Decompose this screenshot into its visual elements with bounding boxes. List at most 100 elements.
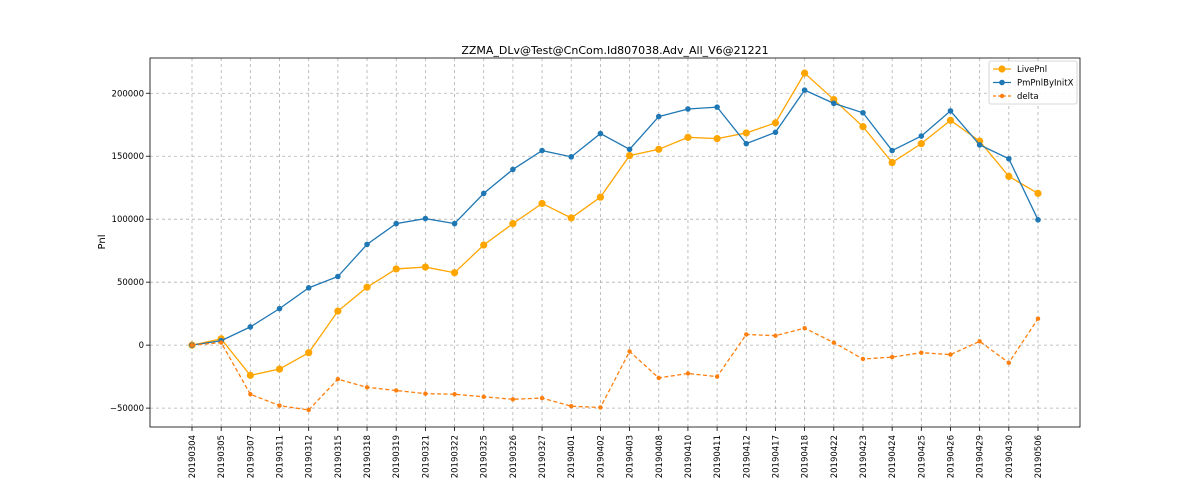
data-point	[480, 190, 487, 197]
x-tick-label: 20190319	[392, 435, 402, 478]
data-point	[306, 407, 311, 413]
x-tick-label: 20190304	[188, 435, 198, 478]
data-point	[889, 354, 895, 360]
y-tick-label: 150000	[112, 152, 144, 162]
x-tick-label: 20190321	[421, 435, 431, 478]
grid	[150, 58, 1080, 427]
data-point	[1006, 155, 1012, 162]
x-tick-label: 20190307	[246, 435, 256, 478]
x-tick-label: 20190429	[976, 435, 986, 478]
series-PmPnlByInitX	[189, 87, 1041, 348]
y-tick-label: −50000	[110, 404, 144, 414]
x-tick-label: 20190318	[363, 435, 373, 478]
data-point	[423, 391, 428, 396]
legend: LivePnl PmPnlByInitX delta	[988, 60, 1078, 105]
data-point	[831, 340, 836, 345]
data-point	[627, 349, 632, 354]
y-tick-label: 200000	[112, 89, 144, 99]
data-point	[335, 273, 341, 280]
data-point	[393, 220, 400, 227]
x-tick-label: 20190325	[480, 435, 490, 478]
legend-marker	[998, 65, 1006, 73]
data-point	[1035, 217, 1041, 223]
legend-marker	[999, 79, 1005, 86]
series-LivePnl	[188, 69, 1042, 379]
x-tick-label: 20190411	[713, 435, 723, 478]
data-point	[394, 388, 399, 393]
data-point	[597, 130, 604, 137]
data-point	[275, 365, 284, 373]
data-point	[742, 129, 750, 137]
y-tick-label: 100000	[112, 215, 144, 225]
series-line	[191, 318, 1039, 411]
x-tick-label: 20190408	[655, 435, 665, 478]
data-point	[568, 154, 575, 160]
x-tick-label: 20190401	[567, 435, 577, 478]
data-point	[598, 405, 603, 410]
data-point	[860, 109, 866, 116]
data-point	[626, 146, 633, 153]
y-tick-label: 50000	[117, 278, 144, 288]
data-point	[334, 307, 342, 315]
data-point	[888, 158, 896, 167]
x-tick-label: 20190422	[830, 435, 840, 478]
x-tick-label: 20190506	[1034, 435, 1044, 478]
data-point	[422, 215, 429, 222]
x-tick-label: 20190312	[305, 435, 315, 478]
data-point	[948, 352, 953, 357]
series-delta	[189, 316, 1041, 413]
data-point	[656, 375, 661, 381]
data-point	[655, 113, 662, 120]
x-tick-label: 20190305	[217, 435, 227, 478]
data-point	[305, 349, 313, 357]
data-point	[277, 403, 282, 408]
x-tick-label: 20190425	[917, 435, 927, 478]
data-point	[539, 147, 545, 154]
x-tick-label: 20190327	[538, 435, 548, 478]
data-point	[801, 87, 808, 93]
legend-label: LivePnl	[1017, 65, 1047, 75]
legend-label: delta	[1017, 92, 1039, 102]
data-point	[743, 140, 750, 147]
data-point	[569, 404, 574, 409]
data-point	[450, 269, 459, 277]
x-tick-label: 20190315	[334, 435, 344, 478]
data-point	[363, 283, 371, 291]
axes: 20190304 20190305 20190307 20190311 20190312…	[110, 89, 1044, 478]
data-point	[889, 147, 895, 154]
chart-title: ZZMA_DLv@Test@CnCom.Id807038.Adv_All_V6@…	[461, 44, 768, 57]
data-point	[364, 385, 370, 390]
data-point	[539, 395, 545, 401]
data-point	[452, 392, 457, 397]
x-tick-label: 20190410	[684, 435, 694, 478]
data-point	[1034, 189, 1042, 197]
data-point	[305, 285, 312, 291]
x-tick-label: 20190430	[1005, 435, 1015, 478]
series-line	[191, 89, 1039, 346]
data-point	[276, 305, 283, 312]
data-point	[976, 142, 983, 148]
data-point	[714, 104, 720, 110]
data-point	[917, 140, 925, 148]
data-point	[421, 263, 429, 271]
data-point	[480, 241, 488, 249]
x-tick-label: 20190311	[276, 435, 286, 478]
data-point	[248, 392, 253, 397]
data-point	[685, 371, 691, 376]
data-point	[713, 135, 721, 143]
data-point	[685, 106, 691, 112]
legend-marker	[999, 93, 1005, 99]
data-point	[772, 129, 779, 136]
data-point	[335, 376, 341, 382]
data-point	[510, 397, 516, 402]
x-tick-label: 20190418	[801, 435, 811, 478]
x-tick-label: 20190326	[509, 435, 519, 478]
data-point	[596, 193, 605, 201]
data-point	[189, 342, 195, 348]
data-point	[246, 371, 254, 379]
data-point	[1035, 316, 1041, 321]
data-point	[451, 220, 458, 227]
data-point	[773, 333, 778, 338]
data-point	[977, 339, 982, 344]
